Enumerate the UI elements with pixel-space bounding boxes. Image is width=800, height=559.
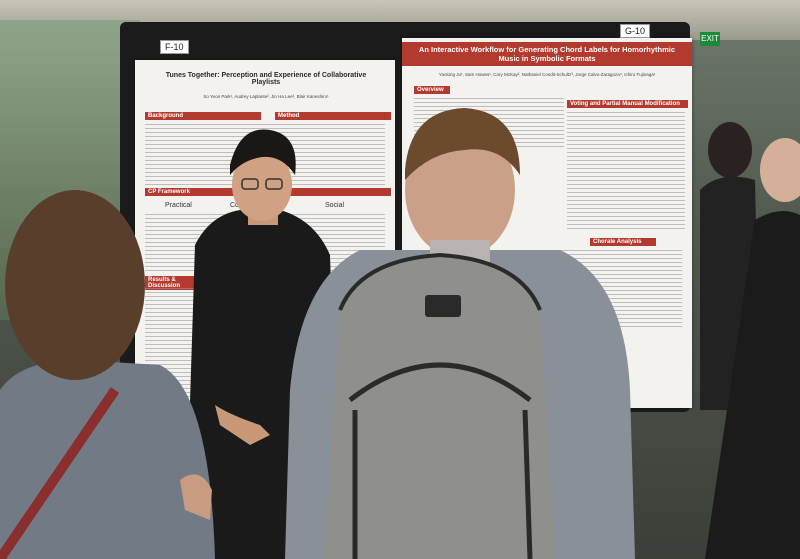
poster-left-section: Method bbox=[275, 112, 391, 120]
poster-left-framework-col: Practical bbox=[165, 202, 192, 209]
poster-left-title: Tunes Together: Perception and Experienc… bbox=[165, 72, 367, 86]
poster-left-authors: So Yeon Park¹, Audrey Laplante², Jin Ha … bbox=[203, 94, 329, 99]
attendee-right-group bbox=[700, 122, 800, 559]
attendee-left-woman bbox=[0, 190, 215, 559]
backpack bbox=[325, 252, 555, 559]
poster-right-tag: G-10 bbox=[620, 24, 651, 38]
poster-right-text bbox=[567, 112, 685, 232]
poster-left-section: Background bbox=[145, 112, 261, 120]
poster-right-authors: Yaolong Ju¹, Sam Howes¹, Cory McKay², Na… bbox=[438, 72, 656, 77]
poster-right-section: Overview bbox=[414, 86, 450, 94]
poster-right-section: Chorale Analysis bbox=[590, 238, 656, 246]
exit-sign: EXIT bbox=[700, 32, 720, 46]
poster-left-tag: F-10 bbox=[160, 40, 189, 54]
poster-right-section: Voting and Partial Manual Modification bbox=[567, 100, 688, 108]
poster-left-framework-col: Social bbox=[325, 202, 345, 209]
poster-right-title: An Interactive Workflow for Generating C… bbox=[402, 42, 692, 66]
